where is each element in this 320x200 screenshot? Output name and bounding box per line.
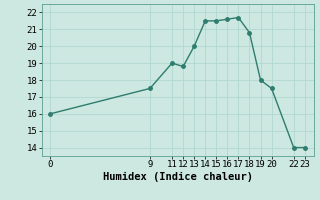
X-axis label: Humidex (Indice chaleur): Humidex (Indice chaleur) [103,172,252,182]
